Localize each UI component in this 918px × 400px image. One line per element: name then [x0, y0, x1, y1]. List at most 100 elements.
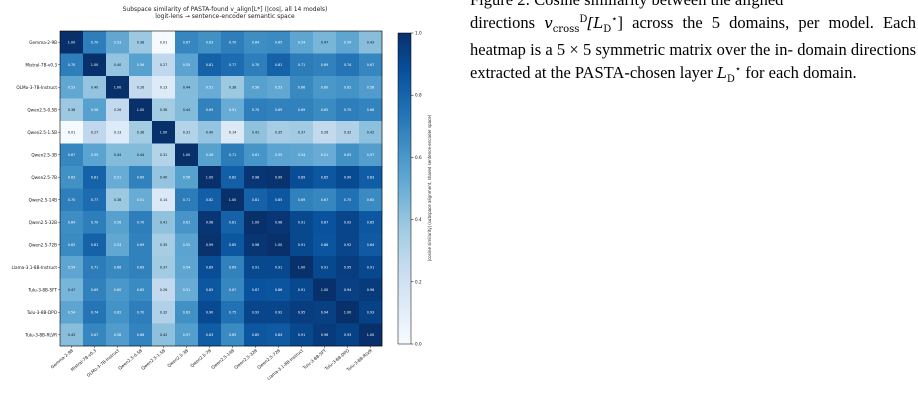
cell-value-label: 0.91 — [298, 220, 306, 224]
cell-value-label: 0.69 — [91, 288, 99, 292]
cell-value-label: 0.58 — [114, 333, 122, 337]
cell-value-label: 0.81 — [206, 63, 214, 67]
colorbar-label: |cosine similarity| (subspace alignment,… — [427, 114, 432, 261]
heatmap-cell — [129, 301, 153, 324]
cell-value-label: 0.85 — [321, 175, 329, 179]
heatmap-cell — [290, 143, 314, 167]
heatmap-cell — [106, 143, 130, 167]
row-label: Qwen2.5-72B — [29, 242, 57, 247]
cell-value-label: 0.31 — [160, 153, 168, 157]
heatmap-cell — [198, 323, 222, 347]
heatmap-cell — [244, 211, 268, 234]
cell-value-label: 0.91 — [252, 265, 260, 269]
heatmap-cell — [129, 188, 153, 212]
heatmap-cell — [198, 166, 222, 189]
heatmap-cell — [175, 166, 199, 189]
cell-value-label: 0.54 — [183, 265, 191, 269]
cell-value-label: 0.69 — [321, 63, 329, 67]
heatmap-cell — [290, 301, 314, 324]
heatmap-cell — [336, 188, 360, 212]
heatmap-cell — [221, 76, 245, 99]
cell-value-label: 0.69 — [229, 265, 237, 269]
cell-value-label: 0.35 — [275, 130, 283, 134]
heatmap-cell — [60, 188, 84, 212]
heatmap-cell — [152, 98, 176, 122]
cell-value-label: 0.57 — [183, 333, 191, 337]
row-label: Qwen2.5-32B — [29, 220, 57, 225]
heatmap-cell — [60, 323, 84, 347]
heatmap-cell — [152, 166, 176, 189]
cell-value-label: 0.69 — [298, 108, 306, 112]
cell-value-label: 0.82 — [229, 175, 237, 179]
cell-value-label: 0.85 — [252, 333, 260, 337]
cell-value-label: 1.00 — [68, 40, 76, 44]
cell-value-label: 0.75 — [344, 198, 352, 202]
cell-value-label: 0.71 — [229, 153, 237, 157]
cell-value-label: 0.70 — [137, 310, 145, 314]
heatmap-cell — [244, 31, 268, 54]
cell-value-label: 0.66 — [114, 265, 122, 269]
cell-value-label: 0.55 — [183, 243, 191, 247]
cell-value-label: 0.13 — [114, 130, 122, 134]
cell-value-label: 0.92 — [275, 310, 283, 314]
cell-value-label: 0.70 — [137, 220, 145, 224]
heatmap-cell — [60, 166, 84, 189]
heatmap-cell — [336, 233, 360, 257]
heatmap-cell — [221, 211, 245, 234]
cell-value-label: 0.83 — [367, 175, 375, 179]
cell-value-label: 0.75 — [229, 310, 237, 314]
heatmap-cell — [83, 233, 107, 257]
heatmap-cell — [106, 76, 130, 99]
cell-value-label: 0.56 — [252, 85, 260, 89]
heatmap-cell — [175, 143, 199, 167]
heatmap-cell — [106, 188, 130, 212]
heatmap-cell — [129, 166, 153, 189]
heatmap-cell — [313, 233, 337, 257]
caption-math-L: LD⋆ — [716, 64, 742, 85]
cell-value-label: 0.36 — [137, 130, 145, 134]
heatmap-cell — [152, 121, 176, 144]
cell-value-label: 0.38 — [68, 108, 76, 112]
heatmap-cell — [290, 256, 314, 279]
row-label: Qwen2.5-1.5B — [27, 130, 57, 135]
heatmap-cell — [60, 53, 84, 77]
chart-subtitle: logit-lens → sentence-encoder semantic s… — [155, 13, 295, 20]
cell-value-label: 0.68 — [367, 108, 375, 112]
heatmap-cell — [152, 188, 176, 212]
cell-value-label: 0.91 — [298, 333, 306, 337]
heatmap-cell — [106, 53, 130, 77]
heatmap-cell — [336, 31, 360, 54]
cell-value-label: 0.37 — [298, 130, 306, 134]
cell-value-label: 0.53 — [114, 243, 122, 247]
cell-value-label: 0.91 — [275, 265, 283, 269]
heatmap-cell — [267, 143, 291, 167]
cell-value-label: 0.47 — [68, 288, 76, 292]
heatmap-cell — [221, 166, 245, 189]
cell-value-label: 0.91 — [321, 265, 329, 269]
cell-value-label: 0.81 — [229, 220, 237, 224]
colorbar-ticks: 0.0 0.2 0.4 0.6 0.8 1.0 — [411, 31, 422, 347]
cell-value-label: 0.68 — [137, 333, 145, 337]
cell-value-label: 0.69 — [298, 198, 306, 202]
cell-value-label: 0.77 — [229, 63, 237, 67]
heatmap-cell — [83, 211, 107, 234]
cell-value-label: 0.62 — [344, 85, 352, 89]
cell-value-label: 0.90 — [344, 175, 352, 179]
heatmap-cell — [267, 121, 291, 144]
heatmap-cell — [152, 301, 176, 324]
cell-value-label: 0.13 — [160, 85, 168, 89]
heatmap-cell — [267, 53, 291, 77]
cell-value-label: 0.69 — [275, 108, 283, 112]
heatmap-cell — [290, 166, 314, 189]
heatmap-cell — [83, 31, 107, 54]
heatmap-cell — [152, 323, 176, 347]
cell-value-label: 0.69 — [137, 175, 145, 179]
cell-value-label: 0.56 — [114, 220, 122, 224]
cell-value-label: 0.26 — [137, 85, 145, 89]
heatmap-frame — [59, 30, 383, 347]
cell-value-label: 0.51 — [321, 153, 329, 157]
cell-value-label: 0.74 — [91, 310, 99, 314]
heatmap-cell — [83, 188, 107, 212]
row-label: Tulu-3-8B-RLVR — [24, 332, 57, 337]
cell-value-label: 0.86 — [321, 243, 329, 247]
